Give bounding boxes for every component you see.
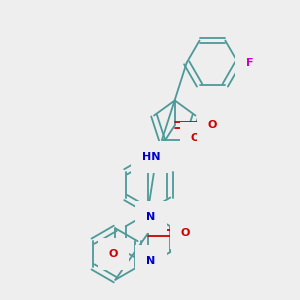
Text: F: F xyxy=(246,58,254,68)
Text: HN: HN xyxy=(142,152,160,162)
Text: O: O xyxy=(181,228,190,238)
Text: O: O xyxy=(191,133,200,143)
Text: N: N xyxy=(146,212,156,222)
Text: N: N xyxy=(146,256,156,266)
Text: O: O xyxy=(208,120,217,130)
Text: O: O xyxy=(109,249,118,259)
